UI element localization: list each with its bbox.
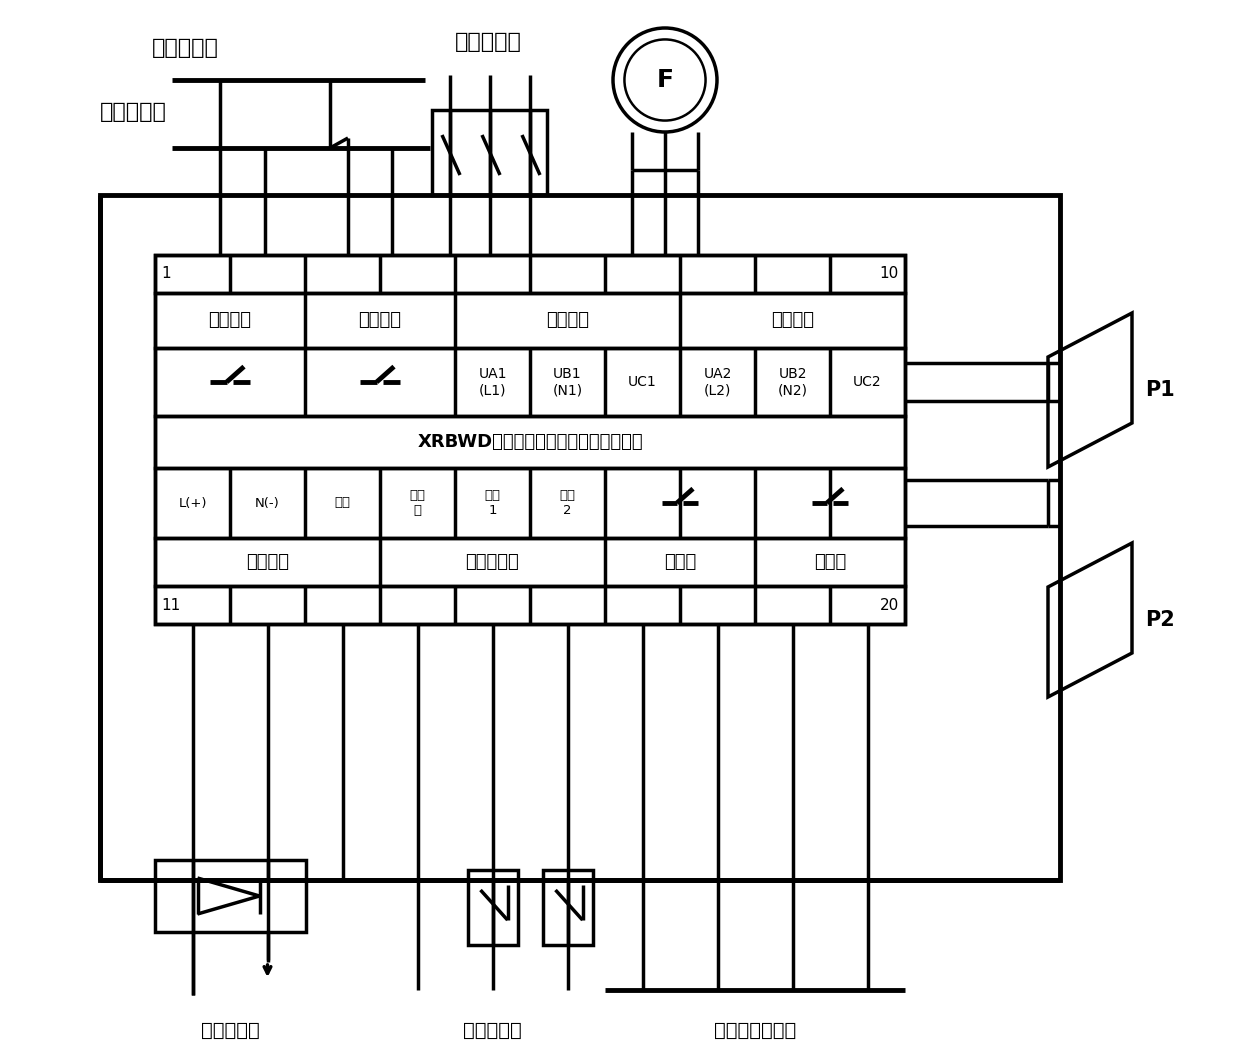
Text: 事故总: 事故总: [813, 553, 846, 571]
Text: L(+): L(+): [179, 497, 207, 510]
Text: UB1
(N1): UB1 (N1): [553, 367, 583, 397]
Text: 开关量输入: 开关量输入: [466, 553, 520, 571]
Text: P1: P1: [1145, 380, 1174, 400]
Text: 至告警回路: 至告警回路: [100, 102, 167, 122]
Bar: [543, 870, 593, 945]
Bar: [467, 870, 517, 945]
Text: F: F: [656, 68, 673, 92]
Text: UC2: UC2: [853, 375, 882, 389]
Text: 外部开关量: 外部开关量: [463, 1020, 522, 1039]
Text: P2: P2: [1145, 610, 1174, 630]
Text: 20: 20: [879, 597, 899, 613]
Bar: [155, 416, 905, 468]
Text: 过温告警: 过温告警: [208, 311, 252, 329]
Bar: [155, 860, 305, 932]
Text: UA2
(L2): UA2 (L2): [703, 367, 732, 397]
Text: 装置电源: 装置电源: [246, 553, 289, 571]
Text: XRBWD智能型干式变压器温控保护装置: XRBWD智能型干式变压器温控保护装置: [417, 433, 642, 450]
Text: UB2
(N2): UB2 (N2): [777, 367, 807, 397]
Bar: [155, 468, 905, 538]
Text: 至跳闸回路: 至跳闸回路: [153, 38, 219, 58]
Text: 1: 1: [161, 267, 171, 282]
Text: UC1: UC1: [629, 375, 657, 389]
Bar: [155, 255, 905, 624]
Text: 至中央信号回路: 至中央信号回路: [714, 1020, 796, 1039]
Text: 风机电源: 风机电源: [546, 311, 589, 329]
Text: 10: 10: [879, 267, 899, 282]
Text: 预告总: 预告总: [663, 553, 696, 571]
Text: 大地: 大地: [335, 497, 351, 510]
Text: 11: 11: [161, 597, 180, 613]
Bar: [155, 255, 905, 293]
Text: N(-): N(-): [255, 497, 280, 510]
Text: 至装置电源: 至装置电源: [201, 1020, 259, 1039]
Bar: [155, 293, 905, 348]
Bar: [432, 110, 547, 195]
Text: UA1
(L1): UA1 (L1): [479, 367, 507, 397]
Text: 开入
2: 开入 2: [559, 490, 575, 517]
Bar: [155, 348, 905, 416]
Text: 至风机电源: 至风机电源: [455, 32, 522, 52]
Text: 开入
1: 开入 1: [485, 490, 501, 517]
Bar: [155, 538, 905, 586]
Text: 超温跳闸: 超温跳闸: [358, 311, 402, 329]
Bar: [100, 195, 1060, 880]
Text: 公共
端: 公共 端: [409, 490, 425, 517]
Text: 风机驱动: 风机驱动: [771, 311, 813, 329]
Bar: [155, 586, 905, 624]
